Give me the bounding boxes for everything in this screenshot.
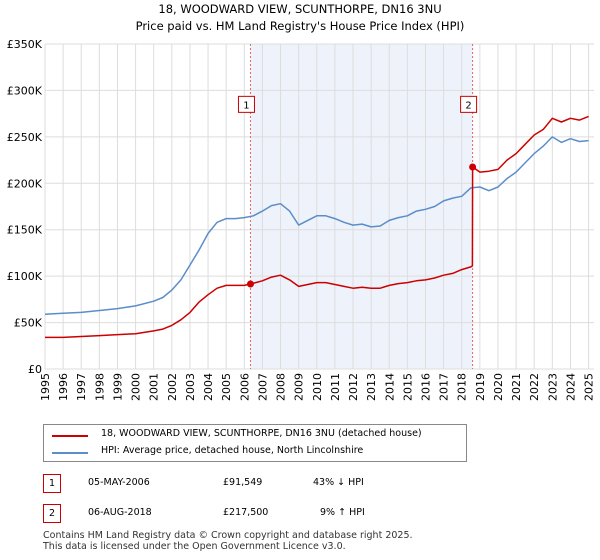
- sale-series-line: [45, 115, 589, 339]
- x-tick-label: 2018: [456, 373, 469, 401]
- y-tick-label: £300K: [7, 84, 43, 97]
- x-tick-label: 1995: [39, 373, 52, 401]
- x-tick-label: 2013: [365, 373, 378, 401]
- chart-subtitle: Price paid vs. HM Land Registry's House …: [136, 19, 465, 33]
- y-tick-label: £250K: [7, 131, 43, 144]
- sale-annotation-label: 2: [465, 100, 471, 111]
- x-tick-label: 1997: [75, 373, 88, 401]
- x-tick-label: 2016: [419, 373, 432, 401]
- x-tick-label: 2019: [474, 373, 487, 401]
- footer-licence: This data is licensed under the Open Gov…: [43, 541, 346, 552]
- y-tick-label: £200K: [7, 177, 43, 190]
- x-tick-label: 2023: [546, 373, 559, 401]
- x-tick-label: 2008: [275, 373, 288, 401]
- y-tick-label: £0: [28, 363, 42, 376]
- x-tick-label: 2014: [383, 373, 396, 401]
- hpi-series-line: [44, 136, 589, 315]
- x-tick-label: 2021: [510, 373, 523, 401]
- x-tick-label: 2001: [148, 373, 161, 401]
- transaction-hpi: 9% ↑ HPI: [320, 507, 365, 518]
- x-tick-label: 2020: [492, 373, 505, 401]
- x-tick-label: 2005: [220, 373, 233, 401]
- x-tick-label: 2010: [311, 373, 324, 401]
- footer-copyright: Contains HM Land Registry data © Crown c…: [43, 530, 413, 541]
- legend-sale-line: [52, 435, 88, 437]
- x-tick-label: 2011: [329, 373, 342, 401]
- y-tick-label: £350K: [7, 38, 43, 51]
- transaction-number: 2: [43, 504, 61, 523]
- x-tick-label: 2000: [130, 373, 143, 401]
- x-tick-label: 2022: [528, 373, 541, 401]
- transaction-price: £217,500: [223, 507, 269, 518]
- x-tick-label: 2007: [256, 373, 269, 401]
- sale-point: [246, 280, 254, 288]
- legend-hpi-line: [52, 452, 88, 454]
- transaction-number: 1: [43, 474, 61, 493]
- x-tick-label: 2012: [347, 373, 360, 401]
- transaction-date: 06-AUG-2018: [88, 507, 152, 518]
- x-tick-label: 1996: [57, 373, 70, 401]
- transaction-date: 05-MAY-2006: [88, 477, 150, 488]
- legend: 18, WOODWARD VIEW, SCUNTHORPE, DN16 3NU …: [43, 424, 467, 462]
- sale-annotation-box: [460, 95, 478, 113]
- legend-hpi-label: HPI: Average price, detached house, Nort…: [101, 445, 364, 456]
- sale-annotation-label: 1: [243, 100, 249, 111]
- transaction-hpi: 43% ↓ HPI: [313, 477, 364, 488]
- x-tick-label: 1999: [111, 373, 124, 401]
- y-tick-label: £50K: [14, 317, 43, 330]
- x-tick-label: 2017: [438, 373, 451, 401]
- chart-title: 18, WOODWARD VIEW, SCUNTHORPE, DN16 3NU: [158, 2, 441, 16]
- x-tick-label: 2024: [564, 373, 577, 401]
- x-tick-label: 2004: [202, 373, 215, 401]
- x-tick-label: 2003: [184, 373, 197, 401]
- sale-point: [469, 163, 477, 171]
- x-tick-label: 2009: [293, 373, 306, 401]
- x-tick-label: 2006: [238, 373, 251, 401]
- y-tick-label: £150K: [7, 224, 43, 237]
- footer: Contains HM Land Registry data © Crown c…: [43, 530, 413, 552]
- x-tick-label: 1998: [93, 373, 106, 401]
- x-tick-label: 2015: [401, 373, 414, 401]
- sale-annotation-box: [237, 95, 255, 113]
- legend-sale-label: 18, WOODWARD VIEW, SCUNTHORPE, DN16 3NU …: [101, 428, 422, 439]
- x-tick-label: 2025: [583, 373, 596, 401]
- x-tick-label: 2002: [166, 373, 179, 401]
- y-tick-label: £100K: [7, 270, 43, 283]
- price-chart: 18, WOODWARD VIEW, SCUNTHORPE, DN16 3NU …: [7, 2, 596, 401]
- transaction-price: £91,549: [223, 477, 263, 488]
